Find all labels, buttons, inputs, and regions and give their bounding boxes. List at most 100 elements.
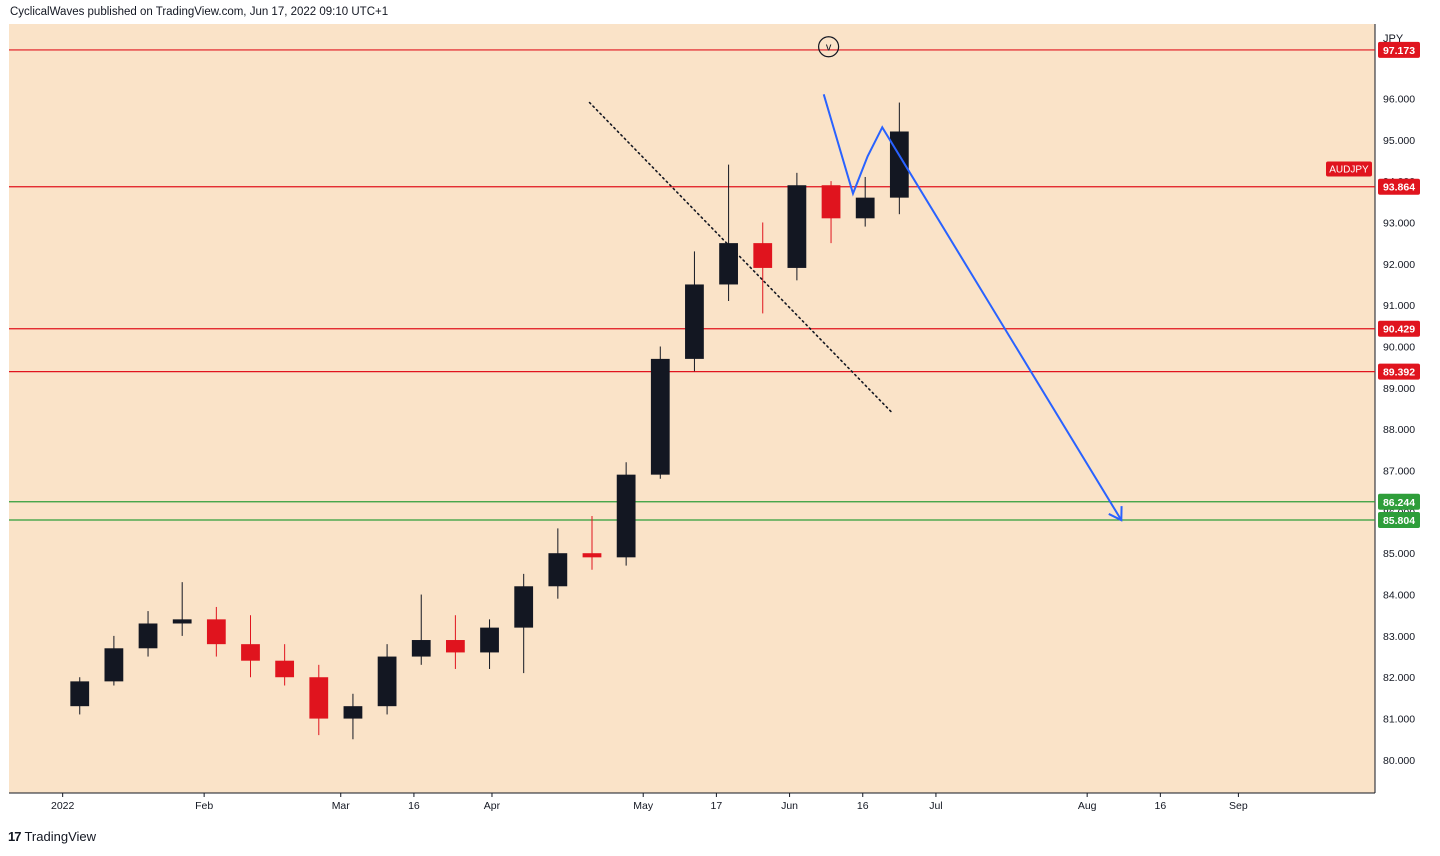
candle[interactable] bbox=[787, 172, 807, 281]
x-tick-label: Jun bbox=[781, 800, 798, 812]
x-tick-label: Jul bbox=[929, 800, 942, 812]
x-tick-label: 16 bbox=[1154, 800, 1166, 812]
y-tick-label: 85.000 bbox=[1383, 548, 1415, 560]
level-price-label: 86.244 bbox=[1383, 497, 1415, 509]
candle-body bbox=[480, 627, 499, 653]
level-price-label: 89.392 bbox=[1383, 367, 1415, 379]
x-tick-label: 16 bbox=[857, 800, 869, 812]
projection-path[interactable] bbox=[822, 94, 1123, 521]
candle[interactable] bbox=[275, 644, 295, 686]
publish-info: CyclicalWaves published on TradingView.c… bbox=[10, 6, 389, 18]
chart-area[interactable]: AUDJPY v JPY 80.000 81.000 82.000 83.000 84.0… bbox=[0, 22, 1440, 822]
candle[interactable] bbox=[650, 346, 670, 479]
candle[interactable] bbox=[343, 693, 363, 740]
candle[interactable] bbox=[821, 181, 841, 244]
candle[interactable] bbox=[172, 582, 192, 636]
level-price-label: 90.429 bbox=[1383, 324, 1415, 336]
candle[interactable] bbox=[70, 677, 90, 715]
y-tick-label: 82.000 bbox=[1383, 672, 1415, 684]
candle[interactable] bbox=[616, 462, 636, 566]
brand-name: TradingView bbox=[24, 829, 97, 844]
candle-body bbox=[411, 640, 431, 657]
x-tick-label: Sep bbox=[1229, 800, 1248, 812]
x-tick-label: Apr bbox=[484, 800, 501, 812]
y-tick-label: 95.000 bbox=[1383, 135, 1415, 147]
candle[interactable] bbox=[514, 573, 534, 674]
candle[interactable] bbox=[685, 251, 704, 372]
y-tick-label: 93.000 bbox=[1383, 217, 1415, 229]
level-price-tag bbox=[1378, 493, 1420, 510]
candle-body bbox=[719, 243, 738, 285]
candle-body bbox=[821, 185, 841, 219]
candle-body bbox=[753, 243, 773, 268]
candle-body bbox=[343, 706, 363, 719]
x-tick-label: Mar bbox=[332, 800, 351, 812]
candle-body bbox=[377, 656, 397, 707]
top-marker-label: v bbox=[826, 42, 832, 54]
candle[interactable] bbox=[377, 644, 397, 715]
x-tick-label: 16 bbox=[408, 800, 420, 812]
level-price-tag bbox=[1378, 41, 1420, 58]
candle-body bbox=[275, 660, 295, 678]
candle-body bbox=[309, 677, 329, 719]
candle[interactable] bbox=[548, 528, 568, 599]
candle[interactable] bbox=[309, 664, 329, 736]
y-tick-label: 88.000 bbox=[1383, 424, 1415, 436]
level-price-tag bbox=[1378, 178, 1420, 195]
dotted-trendline[interactable] bbox=[588, 101, 893, 414]
candle[interactable] bbox=[582, 515, 602, 570]
candle[interactable] bbox=[719, 164, 738, 302]
y-tick-label: 80.000 bbox=[1383, 755, 1415, 767]
candle-body bbox=[855, 197, 875, 219]
candle-body bbox=[206, 619, 226, 645]
candle[interactable] bbox=[138, 611, 158, 657]
x-tick-label: May bbox=[633, 800, 654, 812]
candle[interactable] bbox=[241, 615, 260, 678]
y-tick-label: 89.000 bbox=[1383, 383, 1415, 395]
level-price-tag bbox=[1378, 511, 1420, 528]
candle[interactable] bbox=[480, 619, 499, 669]
candle-body bbox=[582, 553, 602, 558]
chart-background bbox=[9, 24, 1375, 793]
y-tick-label: 83.000 bbox=[1383, 631, 1415, 643]
candle[interactable] bbox=[206, 606, 226, 657]
level-price-label: 93.864 bbox=[1383, 182, 1415, 194]
tradingview-logo-icon: 17 bbox=[8, 829, 22, 844]
y-tick-label: 90.000 bbox=[1383, 341, 1415, 353]
y-tick-label: 92.000 bbox=[1383, 259, 1415, 271]
y-tick-label: 91.000 bbox=[1383, 300, 1415, 312]
level-price-label: 97.173 bbox=[1383, 45, 1415, 57]
x-tick-label: Feb bbox=[195, 800, 213, 812]
candle-body bbox=[548, 553, 568, 587]
top-marker-circle[interactable] bbox=[817, 36, 840, 58]
candle-body bbox=[650, 358, 670, 475]
candle-body bbox=[685, 284, 704, 359]
symbol-tag bbox=[1326, 161, 1372, 177]
candle[interactable] bbox=[411, 594, 431, 665]
level-price-label: 85.804 bbox=[1383, 515, 1415, 527]
candle[interactable] bbox=[104, 635, 124, 686]
level-price-tag bbox=[1378, 363, 1420, 380]
candle-body bbox=[445, 640, 465, 653]
candle-body bbox=[172, 619, 192, 624]
x-tick-label: Aug bbox=[1078, 800, 1097, 812]
candle-body bbox=[616, 474, 636, 558]
y-tick-label: 81.000 bbox=[1383, 714, 1415, 726]
symbol-tag-label: AUDJPY bbox=[1329, 164, 1369, 175]
candle-body bbox=[241, 644, 260, 661]
x-tick-label: 2022 bbox=[51, 800, 75, 812]
candle-body bbox=[70, 681, 90, 707]
y-tick-label: 84.000 bbox=[1383, 590, 1415, 602]
candle-body bbox=[787, 185, 807, 268]
level-price-tag bbox=[1378, 320, 1420, 337]
candle-body bbox=[138, 623, 158, 649]
candle-body bbox=[104, 648, 124, 682]
tradingview-brand[interactable]: 17 TradingView bbox=[8, 829, 96, 844]
y-tick-label: 96.000 bbox=[1383, 93, 1415, 105]
price-chart[interactable]: AUDJPY v JPY80.00081.00082.00083.00084.0… bbox=[0, 22, 1440, 822]
candle[interactable] bbox=[855, 176, 875, 227]
candle-body bbox=[514, 586, 534, 628]
candle[interactable] bbox=[753, 222, 773, 314]
candle[interactable] bbox=[445, 615, 465, 669]
projection-arrowhead bbox=[1108, 506, 1123, 522]
